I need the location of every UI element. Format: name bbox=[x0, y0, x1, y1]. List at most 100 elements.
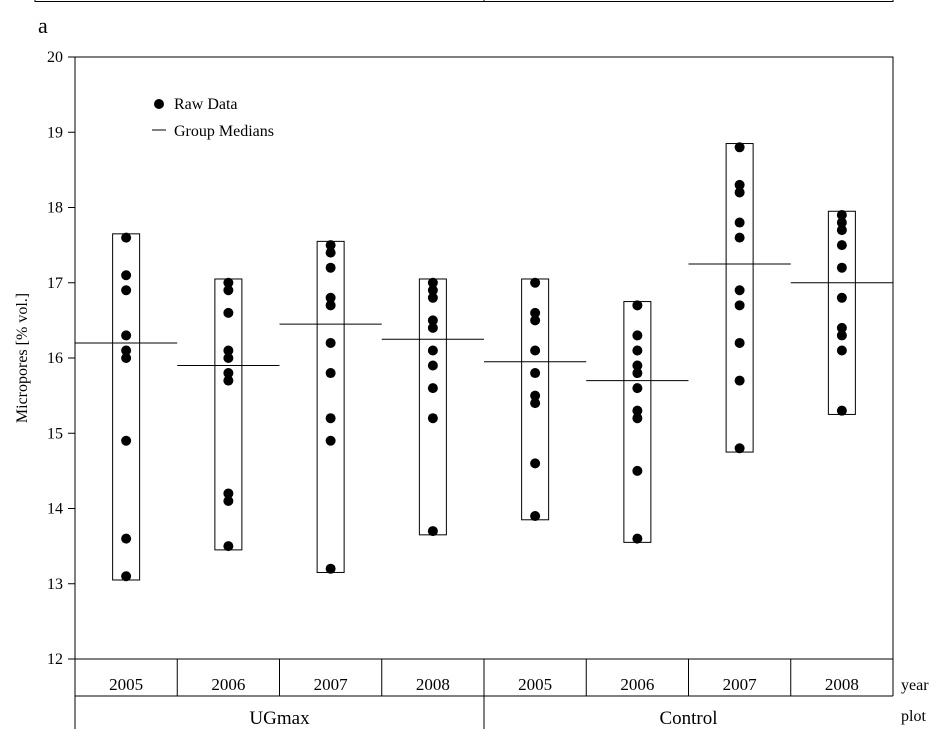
raw-data-point bbox=[223, 495, 234, 506]
raw-data-point bbox=[632, 383, 643, 394]
raw-data-point bbox=[325, 563, 336, 574]
plot-frame bbox=[74, 56, 894, 660]
raw-data-point bbox=[325, 247, 336, 258]
raw-data-point bbox=[632, 368, 643, 379]
y-tick-label: 18 bbox=[47, 200, 63, 217]
plot-row-label: plot bbox=[901, 708, 926, 725]
raw-data-point bbox=[836, 210, 847, 221]
raw-data-point bbox=[734, 443, 745, 454]
raw-data-point bbox=[121, 285, 132, 296]
raw-data-point bbox=[836, 405, 847, 416]
raw-data-point bbox=[530, 398, 541, 409]
year-label: 2008 bbox=[825, 675, 859, 694]
raw-data-point bbox=[530, 345, 541, 356]
raw-data-point bbox=[836, 292, 847, 303]
raw-data-point bbox=[836, 262, 847, 273]
year-label: 2006 bbox=[620, 675, 654, 694]
raw-data-point bbox=[632, 360, 643, 371]
y-axis-label: Micropores [% vol.] bbox=[14, 293, 31, 423]
raw-data-point bbox=[734, 179, 745, 190]
year-label: 2005 bbox=[518, 675, 552, 694]
raw-data-point bbox=[427, 315, 438, 326]
raw-data-point bbox=[530, 511, 541, 522]
raw-data-point bbox=[530, 277, 541, 288]
raw-data-point bbox=[223, 307, 234, 318]
raw-data-point bbox=[325, 240, 336, 251]
raw-data-point bbox=[734, 187, 745, 198]
raw-data-point bbox=[427, 277, 438, 288]
year-label: 2008 bbox=[416, 675, 450, 694]
raw-data-point bbox=[427, 292, 438, 303]
raw-data-point bbox=[836, 345, 847, 356]
y-tick-label: 16 bbox=[47, 350, 63, 367]
raw-data-point bbox=[223, 541, 234, 552]
raw-data-point bbox=[223, 488, 234, 499]
raw-data-point bbox=[121, 345, 132, 356]
raw-data-point bbox=[223, 368, 234, 379]
y-tick-label: 17 bbox=[47, 275, 63, 292]
year-row-label: year bbox=[901, 677, 929, 694]
range-box bbox=[214, 278, 243, 551]
raw-data-point bbox=[734, 142, 745, 153]
raw-data-point bbox=[836, 322, 847, 333]
raw-data-point bbox=[632, 465, 643, 476]
raw-data-point bbox=[530, 368, 541, 379]
raw-data-point bbox=[632, 405, 643, 416]
raw-data-point bbox=[632, 345, 643, 356]
raw-data-point bbox=[632, 413, 643, 424]
y-tick-label: 12 bbox=[47, 651, 63, 668]
raw-data-point bbox=[121, 330, 132, 341]
raw-data-point bbox=[223, 345, 234, 356]
raw-data-point bbox=[121, 270, 132, 281]
legend-dot-marker bbox=[154, 99, 164, 109]
raw-data-point bbox=[325, 413, 336, 424]
y-tick-label: 19 bbox=[47, 124, 63, 141]
year-label: 2006 bbox=[211, 675, 245, 694]
raw-data-point bbox=[223, 277, 234, 288]
raw-data-point bbox=[530, 390, 541, 401]
raw-data-point bbox=[121, 435, 132, 446]
plot-label: Control bbox=[659, 708, 717, 729]
raw-data-point bbox=[121, 353, 132, 363]
raw-data-point bbox=[427, 322, 438, 333]
raw-data-point bbox=[427, 285, 438, 296]
raw-data-point bbox=[836, 217, 847, 228]
raw-data-point bbox=[734, 375, 745, 386]
raw-data-point bbox=[530, 458, 541, 469]
raw-data-point bbox=[325, 337, 336, 348]
raw-data-point bbox=[836, 240, 847, 251]
range-box bbox=[316, 240, 345, 573]
raw-data-point bbox=[427, 360, 438, 371]
raw-data-point bbox=[530, 307, 541, 318]
raw-data-point bbox=[427, 383, 438, 394]
panel-label: a bbox=[38, 13, 48, 38]
raw-data-point bbox=[632, 300, 643, 311]
raw-data-point bbox=[223, 285, 234, 296]
legend-label-group-medians: Group Medians bbox=[174, 123, 274, 140]
year-label: 2007 bbox=[314, 675, 349, 694]
raw-data-point bbox=[121, 232, 132, 243]
raw-data-point bbox=[325, 435, 336, 446]
raw-data-point bbox=[734, 285, 745, 296]
y-tick-label: 20 bbox=[47, 49, 63, 66]
year-label: 2007 bbox=[723, 675, 758, 694]
raw-data-point bbox=[325, 292, 336, 303]
raw-data-point bbox=[734, 300, 745, 311]
raw-data-point bbox=[121, 533, 132, 544]
raw-data-point bbox=[427, 526, 438, 537]
raw-data-point bbox=[836, 225, 847, 236]
raw-data-point bbox=[632, 533, 643, 544]
legend-label-raw-data: Raw Data bbox=[174, 96, 238, 113]
raw-data-point bbox=[734, 217, 745, 228]
raw-data-point bbox=[325, 368, 336, 379]
raw-data-point bbox=[223, 353, 234, 363]
raw-data-point bbox=[325, 300, 336, 311]
raw-data-point bbox=[427, 345, 438, 356]
y-tick-label: 15 bbox=[47, 425, 63, 442]
raw-data-point bbox=[530, 315, 541, 326]
y-tick-label: 14 bbox=[47, 501, 63, 518]
plot-label: UGmax bbox=[249, 708, 310, 729]
year-label: 2005 bbox=[109, 675, 143, 694]
